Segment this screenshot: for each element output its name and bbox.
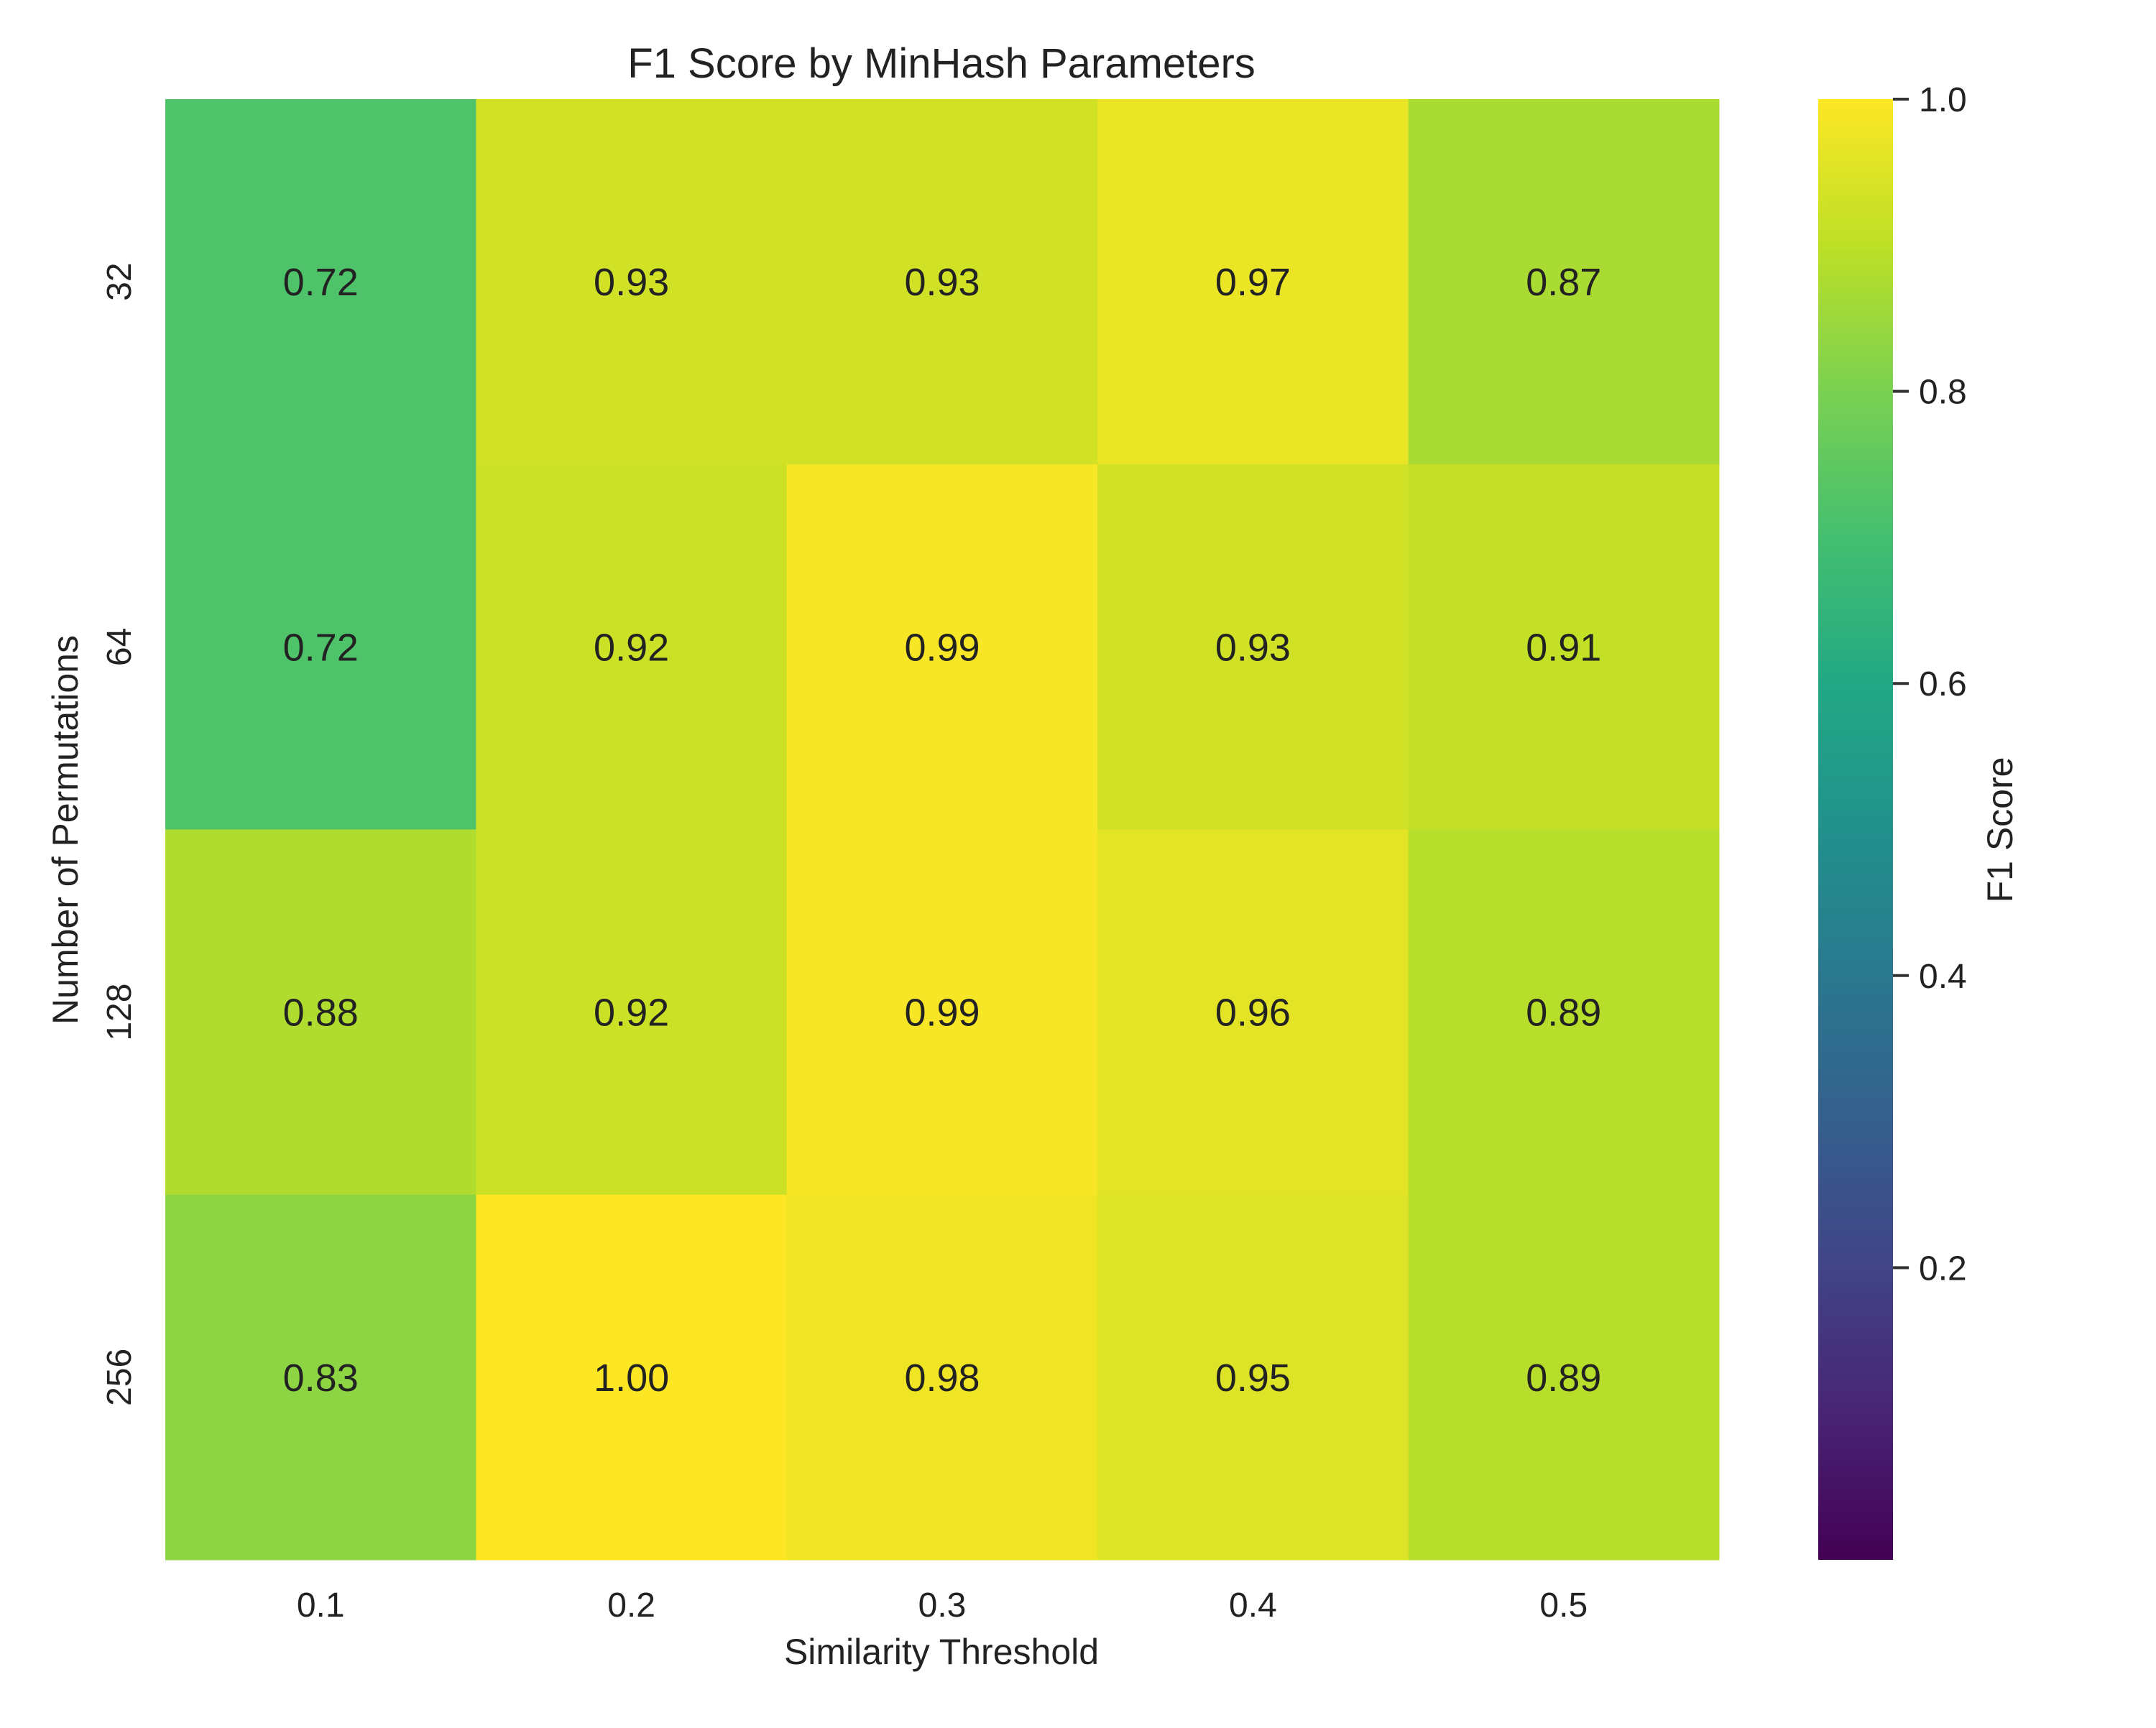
colorbar-tick-label: 0.4: [1919, 958, 1967, 996]
x-tick-label: 0.3: [918, 1586, 967, 1625]
heatmap-cell: [165, 829, 476, 1196]
x-axis-ticks: 0.1 0.2 0.3 0.4 0.5: [297, 1586, 1588, 1625]
cell-value-label: 0.98: [904, 1357, 980, 1400]
heatmap-cell: [1097, 1194, 1409, 1561]
x-tick-label: 0.1: [297, 1586, 345, 1625]
cell-value-label: 0.89: [1526, 1357, 1601, 1400]
cell-value-label: 0.83: [283, 1357, 359, 1400]
y-tick-label: 256: [101, 1349, 139, 1406]
cell-value-label: 0.72: [283, 626, 359, 669]
y-tick-label: 128: [101, 984, 139, 1041]
cell-value-label: 0.88: [283, 992, 359, 1035]
cell-value-label: 0.99: [904, 626, 980, 669]
heatmap-cell: [1408, 829, 1720, 1196]
colorbar-tick-label: 1.0: [1919, 81, 1967, 119]
heatmap-cells: [165, 99, 1720, 1561]
cell-value-label: 0.99: [904, 992, 980, 1035]
heatmap-cell: [165, 1194, 476, 1561]
cell-value-label: 0.95: [1215, 1357, 1291, 1400]
cell-value-label: 0.89: [1526, 992, 1601, 1035]
heatmap-cell: [476, 829, 788, 1196]
colorbar-ticks: 0.2 0.4 0.6 0.8 1.0: [1893, 81, 1967, 1288]
cell-value-label: 0.92: [594, 992, 669, 1035]
heatmap-cell: [476, 99, 788, 465]
heatmap-cell: [1408, 1194, 1720, 1561]
colorbar-tick-label: 0.2: [1919, 1249, 1967, 1288]
colorbar: [1818, 99, 1893, 1560]
heatmap-cell: [476, 1194, 788, 1561]
heatmap-cell: [786, 464, 1098, 830]
y-tick-label: 64: [101, 628, 139, 666]
x-tick-label: 0.4: [1229, 1586, 1277, 1625]
y-tick-label: 32: [101, 262, 139, 300]
heatmap-cell: [1408, 464, 1720, 830]
colorbar-tick-label: 0.8: [1919, 374, 1967, 412]
heatmap-cell: [476, 464, 788, 830]
heatmap-cell: [786, 1194, 1098, 1561]
colorbar-label: F1 Score: [1980, 757, 2020, 903]
cell-value-label: 0.92: [594, 626, 669, 669]
cell-value-label: 0.93: [904, 261, 980, 304]
y-axis-ticks: 32 64 128 256: [101, 262, 139, 1405]
cell-value-label: 0.93: [594, 261, 669, 304]
cell-value-label: 1.00: [594, 1357, 669, 1400]
x-tick-label: 0.2: [607, 1586, 655, 1625]
cell-value-label: 0.93: [1215, 626, 1291, 669]
x-tick-label: 0.5: [1539, 1586, 1588, 1625]
x-axis-label: Similarity Threshold: [784, 1632, 1099, 1672]
heatmap-cell-labels: 0.72 0.93 0.93 0.97 0.87 0.72 0.92 0.99 0.93 0.91…: [283, 261, 1602, 1400]
cell-value-label: 0.87: [1526, 261, 1601, 304]
heatmap-cell: [786, 99, 1098, 465]
colorbar-tick-label: 0.6: [1919, 665, 1967, 703]
cell-value-label: 0.97: [1215, 261, 1291, 304]
heatmap-cell: [1097, 99, 1409, 465]
y-axis-label: Number of Permutations: [45, 635, 86, 1025]
cell-value-label: 0.72: [283, 261, 359, 304]
heatmap-cell: [1408, 99, 1720, 465]
heatmap-cell: [165, 464, 476, 830]
heatmap-cell: [1097, 829, 1409, 1196]
chart-title: F1 Score by MinHash Parameters: [627, 40, 1256, 87]
heatmap-cell: [786, 829, 1098, 1196]
cell-value-label: 0.91: [1526, 626, 1601, 669]
heatmap-cell: [1097, 464, 1409, 830]
cell-value-label: 0.96: [1215, 992, 1291, 1035]
heatmap-cell: [165, 99, 476, 465]
